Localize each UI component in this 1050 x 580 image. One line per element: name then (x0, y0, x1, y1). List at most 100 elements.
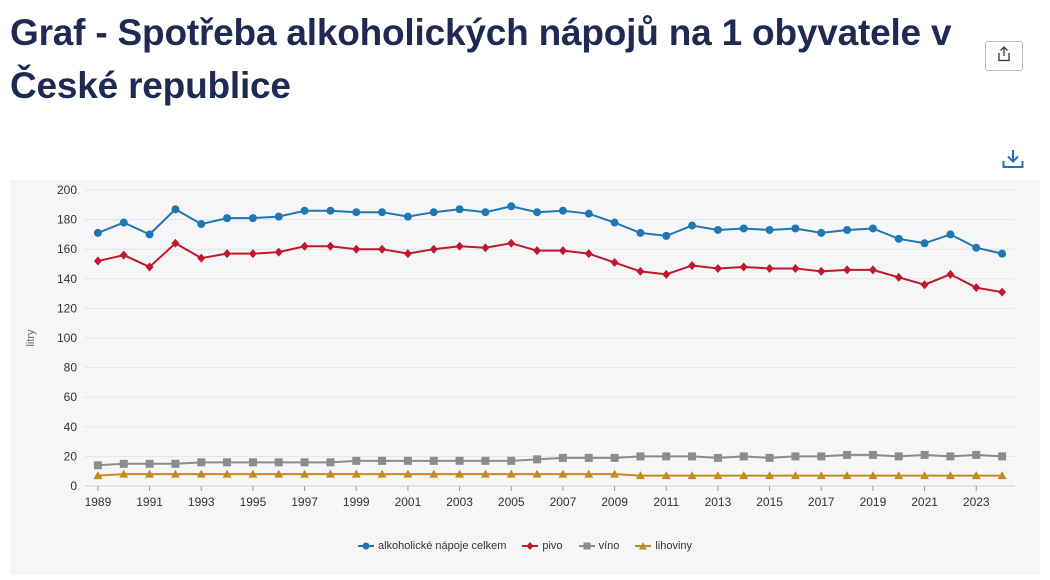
data-point (997, 471, 1007, 480)
x-tick-label: 1997 (291, 495, 318, 509)
data-point (403, 456, 412, 465)
data-point (945, 471, 955, 480)
data-point (894, 234, 903, 243)
x-tick-label: 2017 (808, 495, 835, 509)
data-point (998, 452, 1007, 461)
data-point (584, 453, 593, 462)
data-point (145, 459, 154, 468)
data-point (946, 452, 955, 461)
legend-item[interactable]: pivo (522, 540, 563, 552)
data-point (920, 239, 929, 248)
x-tick-label: 1999 (343, 495, 370, 509)
data-point (93, 461, 102, 470)
data-point (972, 450, 981, 459)
data-point (584, 469, 594, 478)
data-point (868, 224, 877, 233)
data-point (196, 469, 206, 478)
data-point (868, 265, 877, 275)
data-point (532, 469, 542, 478)
data-point (739, 452, 748, 461)
data-point (636, 266, 645, 276)
share-button[interactable] (985, 41, 1023, 71)
data-point (352, 244, 361, 254)
legend-item[interactable]: víno (578, 540, 619, 552)
x-tick-label: 1989 (85, 495, 112, 509)
data-point (326, 241, 335, 251)
data-point (687, 471, 697, 480)
data-point (636, 452, 645, 461)
data-point (817, 228, 826, 237)
x-tick-label: 2009 (601, 495, 628, 509)
y-tick-label: 180 (57, 213, 77, 227)
data-point (352, 208, 361, 217)
data-point (662, 269, 671, 279)
data-point (713, 263, 722, 273)
x-tick-label: 1991 (136, 495, 163, 509)
legend-symbol (578, 542, 595, 550)
data-point (610, 218, 619, 227)
legend-item[interactable]: alkoholické nápoje celkem (357, 540, 507, 552)
data-point (378, 244, 387, 254)
data-point (946, 230, 955, 239)
data-point (429, 208, 438, 217)
y-tick-label: 200 (57, 183, 77, 197)
data-point (171, 205, 180, 214)
data-point (558, 206, 567, 215)
download-button[interactable] (1000, 148, 1026, 174)
x-tick-label: 2023 (963, 495, 990, 509)
data-point (403, 469, 413, 478)
data-point (739, 471, 749, 480)
data-point (145, 262, 154, 272)
data-point (506, 469, 516, 478)
data-point (455, 469, 465, 478)
y-tick-label: 80 (64, 361, 78, 375)
data-point (842, 471, 852, 480)
data-point (300, 458, 309, 467)
chart-panel: 0 20 40 60 80 100 120 140 160 180 200 1989 1991 1993 1… (10, 180, 1040, 575)
data-point (533, 208, 542, 217)
data-point (429, 469, 439, 478)
y-tick-label: 0 (70, 479, 77, 493)
data-point (868, 450, 877, 459)
data-point (661, 471, 671, 480)
legend-label: pivo (542, 540, 563, 552)
series-line-3 (97, 473, 1003, 477)
data-point (93, 256, 102, 266)
data-point (610, 258, 619, 268)
data-point (274, 212, 283, 221)
legend-label: alkoholické nápoje celkem (377, 540, 507, 552)
data-point (558, 453, 567, 462)
data-point (403, 212, 412, 221)
data-point (894, 471, 904, 480)
data-point (171, 459, 180, 468)
y-tick-label: 160 (57, 242, 77, 256)
data-point (248, 214, 257, 223)
data-point (636, 228, 645, 237)
data-point (171, 238, 180, 248)
data-point (816, 471, 826, 480)
data-point (765, 225, 774, 234)
data-point (739, 262, 748, 272)
x-tick-label: 2021 (911, 495, 938, 509)
data-point (377, 469, 387, 478)
data-point (920, 280, 929, 290)
data-point (119, 469, 129, 478)
data-point (790, 471, 800, 480)
data-point (145, 230, 154, 239)
data-point (817, 266, 826, 276)
y-tick-label: 100 (57, 331, 77, 345)
data-point (170, 469, 180, 478)
data-point (558, 246, 567, 256)
data-point (455, 456, 464, 465)
data-point (403, 249, 412, 259)
data-point (972, 283, 981, 293)
data-point (713, 453, 722, 462)
data-point (352, 456, 361, 465)
data-point (378, 208, 387, 217)
data-point (507, 238, 516, 248)
x-tick-label: 1995 (240, 495, 267, 509)
y-tick-label: 60 (64, 390, 78, 404)
legend-item[interactable]: lihoviny (635, 540, 692, 552)
data-point (713, 225, 722, 234)
data-point (662, 452, 671, 461)
